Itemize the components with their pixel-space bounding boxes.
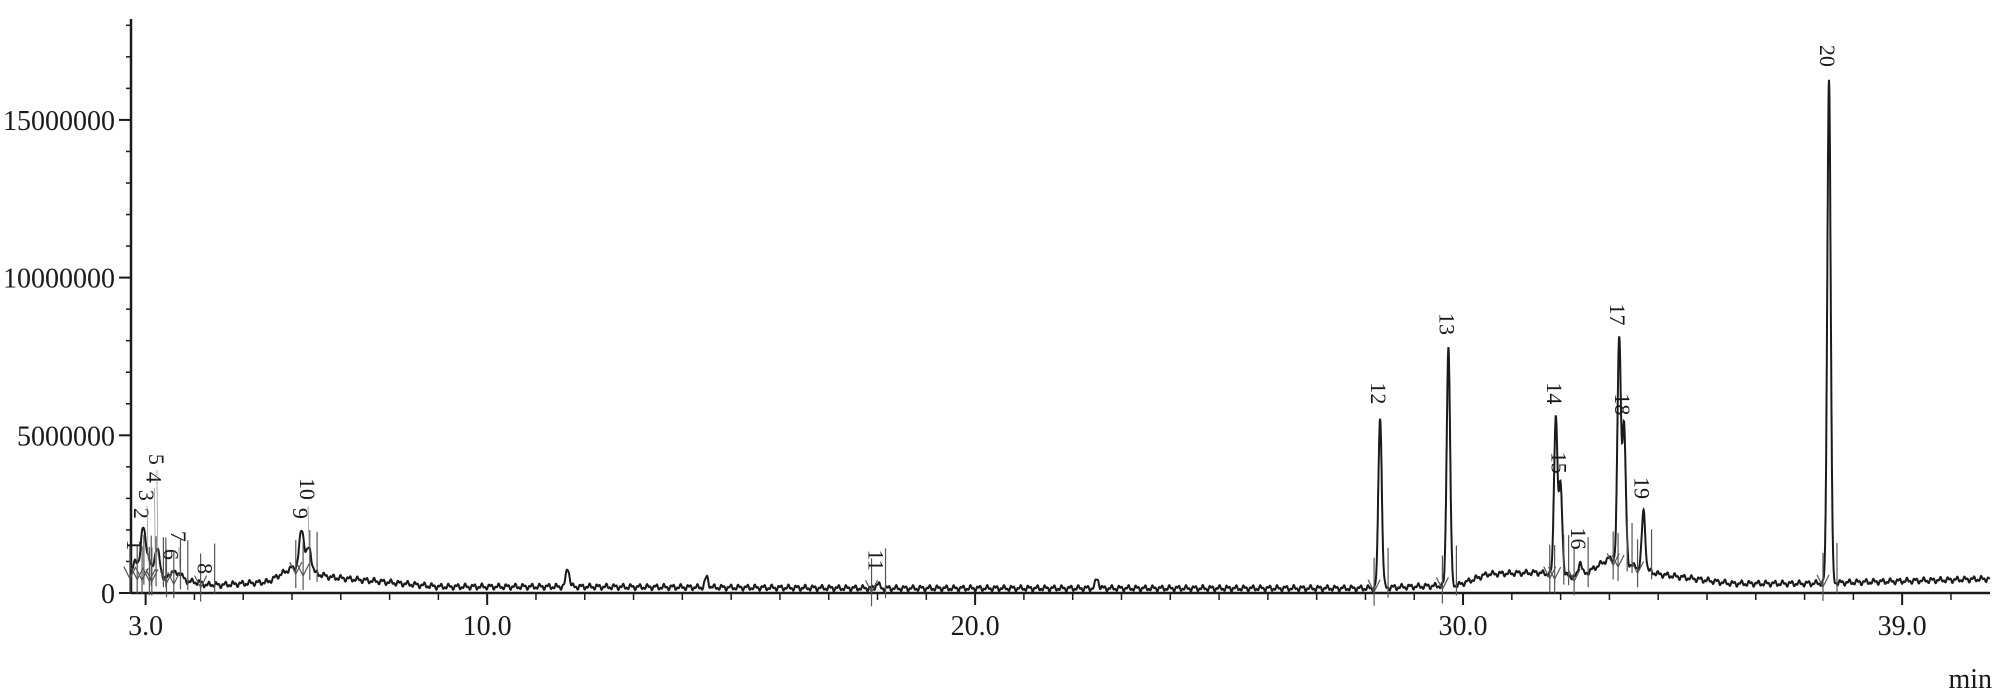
arrow-head bbox=[130, 567, 144, 581]
peak-label-leader bbox=[146, 505, 149, 560]
arrow-head bbox=[289, 561, 303, 576]
arrow-head bbox=[123, 566, 137, 581]
peak-marker-13: 13 bbox=[1434, 313, 1459, 604]
peak-label: 6 bbox=[158, 549, 183, 560]
arrow-head bbox=[194, 575, 208, 589]
arrow-head bbox=[135, 567, 149, 582]
peak-label-leader bbox=[156, 469, 159, 557]
arrow-head bbox=[1543, 566, 1557, 580]
chromatogram-trace bbox=[130, 79, 1991, 593]
x-axis-label: min bbox=[1948, 664, 1992, 695]
peak-label: 11 bbox=[864, 550, 889, 571]
peak-label: 3 bbox=[134, 490, 159, 501]
peak-marker-4: 4 bbox=[141, 472, 166, 596]
peak-marker-7: 7 bbox=[166, 531, 191, 599]
peak-label: 14 bbox=[1542, 382, 1567, 404]
peak-marker-18: 18 bbox=[1610, 393, 1635, 582]
peak-marker-11: 11 bbox=[864, 548, 889, 607]
peak-label: 20 bbox=[1815, 45, 1840, 67]
peak-marker-20: 20 bbox=[1815, 45, 1840, 601]
arrow-head bbox=[1567, 568, 1581, 583]
peak-marker-5: 5 bbox=[144, 454, 169, 596]
y-tick-label: 5000000 bbox=[17, 421, 115, 452]
peak-label-leader bbox=[307, 505, 310, 547]
arrow-head bbox=[1606, 553, 1620, 567]
peak-label: 7 bbox=[166, 531, 191, 542]
x-tick-label: 3.0 bbox=[128, 611, 163, 642]
arrow-head bbox=[1435, 577, 1449, 591]
peak-label: 13 bbox=[1434, 313, 1459, 335]
peak-label: 10 bbox=[295, 478, 320, 500]
peak-marker-9: 9 bbox=[288, 508, 313, 589]
peak-label-leader bbox=[178, 546, 181, 571]
y-tick-label: 10000000 bbox=[3, 264, 115, 295]
arrow-head bbox=[1548, 566, 1562, 581]
peak-label: 4 bbox=[141, 472, 166, 483]
peak-label-leader bbox=[153, 487, 156, 563]
x-tick-label: 20.0 bbox=[951, 611, 1000, 642]
peak-marker-8: 8 bbox=[193, 543, 218, 602]
peak-label: 8 bbox=[193, 563, 218, 574]
y-tick-label: 15000000 bbox=[3, 106, 115, 137]
y-tick-label: 0 bbox=[101, 579, 115, 610]
x-tick-label: 39.0 bbox=[1878, 611, 1927, 642]
arrow-head bbox=[142, 568, 156, 583]
peak-label: 16 bbox=[1566, 527, 1591, 549]
peak-marker-6: 6 bbox=[158, 539, 183, 598]
peak-marker-16: 16 bbox=[1566, 527, 1591, 596]
arrow-head bbox=[864, 580, 879, 594]
arrow-head bbox=[1611, 554, 1625, 569]
arrow-head bbox=[296, 563, 310, 578]
peak-marker-17: 17 bbox=[1605, 304, 1630, 580]
peak-marker-10: 10 bbox=[295, 478, 320, 590]
arrow-head bbox=[1367, 579, 1381, 594]
arrow-head bbox=[159, 571, 174, 585]
peak-label: 9 bbox=[288, 508, 313, 519]
peak-label: 12 bbox=[1366, 382, 1391, 404]
x-tick-label: 30.0 bbox=[1439, 611, 1488, 642]
peak-label: 15 bbox=[1547, 452, 1572, 474]
peak-label: 5 bbox=[144, 454, 169, 465]
peak-marker-3: 3 bbox=[134, 490, 159, 595]
arrow-head bbox=[145, 569, 159, 583]
peak-marker-19: 19 bbox=[1630, 477, 1655, 588]
peak-marker-12: 12 bbox=[1366, 382, 1391, 606]
arrow-head bbox=[1816, 574, 1830, 589]
peak-label: 17 bbox=[1605, 304, 1630, 326]
peak-marker-15: 15 bbox=[1547, 452, 1572, 594]
peak-label: 18 bbox=[1610, 393, 1635, 415]
x-tick-label: 10.0 bbox=[463, 611, 512, 642]
arrow-head bbox=[1631, 561, 1645, 575]
peak-label: 1 bbox=[122, 539, 147, 550]
peak-label: 19 bbox=[1630, 477, 1655, 499]
arrow-head bbox=[167, 571, 181, 586]
peak-label: 2 bbox=[129, 508, 154, 519]
axes: 0 5000000 10000000 15000000 3.0 10.0 20.0 30.0 3… bbox=[3, 19, 1990, 642]
